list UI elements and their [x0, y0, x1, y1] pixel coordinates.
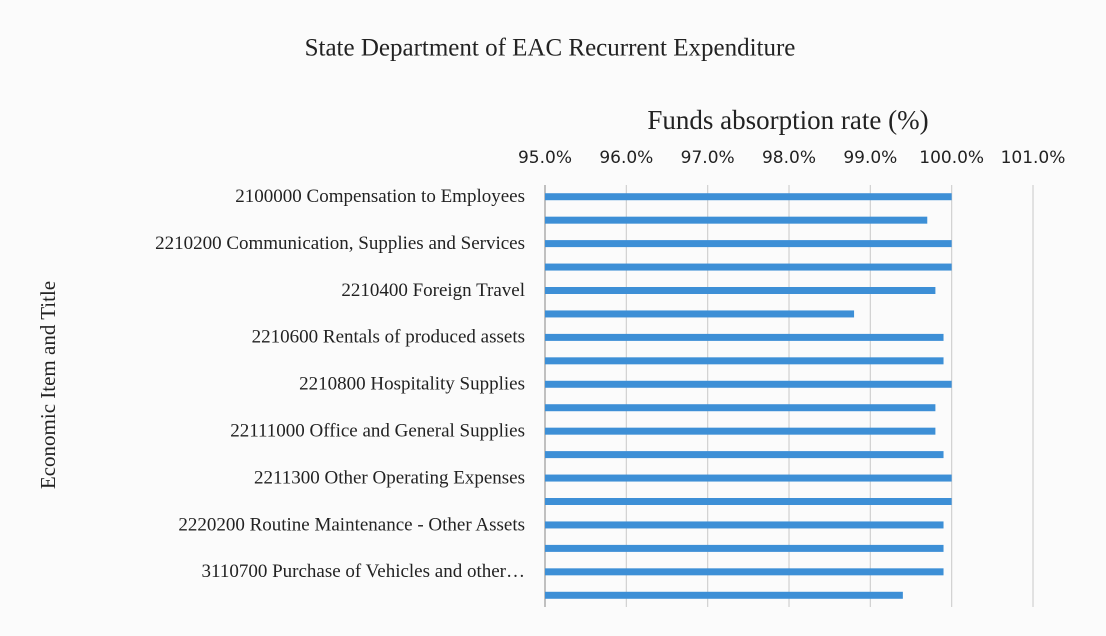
bar — [545, 591, 903, 599]
bar — [545, 263, 952, 271]
x-axis-title: Funds absorption rate (%) — [647, 105, 928, 135]
x-tick-label: 101.0% — [1001, 148, 1066, 168]
y-tick-label: 3110700 Purchase of Vehicles and other… — [202, 561, 525, 582]
bar — [545, 568, 944, 576]
bar — [545, 216, 928, 224]
bar — [545, 474, 952, 482]
y-tick-label: 2100000 Compensation to Employees — [235, 186, 525, 207]
bar — [545, 427, 936, 435]
bar — [545, 287, 936, 294]
bar — [545, 451, 944, 459]
bar — [545, 310, 855, 318]
x-tick-label: 95.0% — [518, 148, 572, 168]
y-tick-label: 22111000 Office and General Supplies — [230, 421, 525, 442]
bar — [545, 357, 944, 365]
y-axis-title: Economic Item and Title — [36, 281, 60, 489]
bar — [545, 240, 952, 248]
x-tick-label: 100.0% — [919, 148, 984, 168]
x-tick-label: 96.0% — [599, 148, 653, 168]
bar — [545, 498, 952, 505]
y-tick-label: 2220200 Routine Maintenance - Other Asse… — [178, 514, 525, 535]
y-tick-label: 2211300 Other Operating Expenses — [254, 467, 525, 488]
bar — [545, 333, 944, 341]
bar — [545, 544, 944, 552]
bar — [545, 404, 936, 412]
bar — [545, 193, 952, 201]
y-tick-label: 2210200 Communication, Supplies and Serv… — [155, 233, 525, 254]
y-tick-label: 2210400 Foreign Travel — [341, 280, 525, 301]
x-tick-label: 97.0% — [681, 148, 735, 168]
bar — [545, 380, 952, 388]
bar — [545, 521, 944, 529]
chart-title: State Department of EAC Recurrent Expend… — [305, 35, 796, 62]
y-tick-label: 2210600 Rentals of produced assets — [252, 327, 525, 348]
y-tick-label: 2210800 Hospitality Supplies — [299, 374, 525, 395]
x-tick-label: 99.0% — [843, 148, 897, 168]
x-tick-label: 98.0% — [762, 148, 816, 168]
